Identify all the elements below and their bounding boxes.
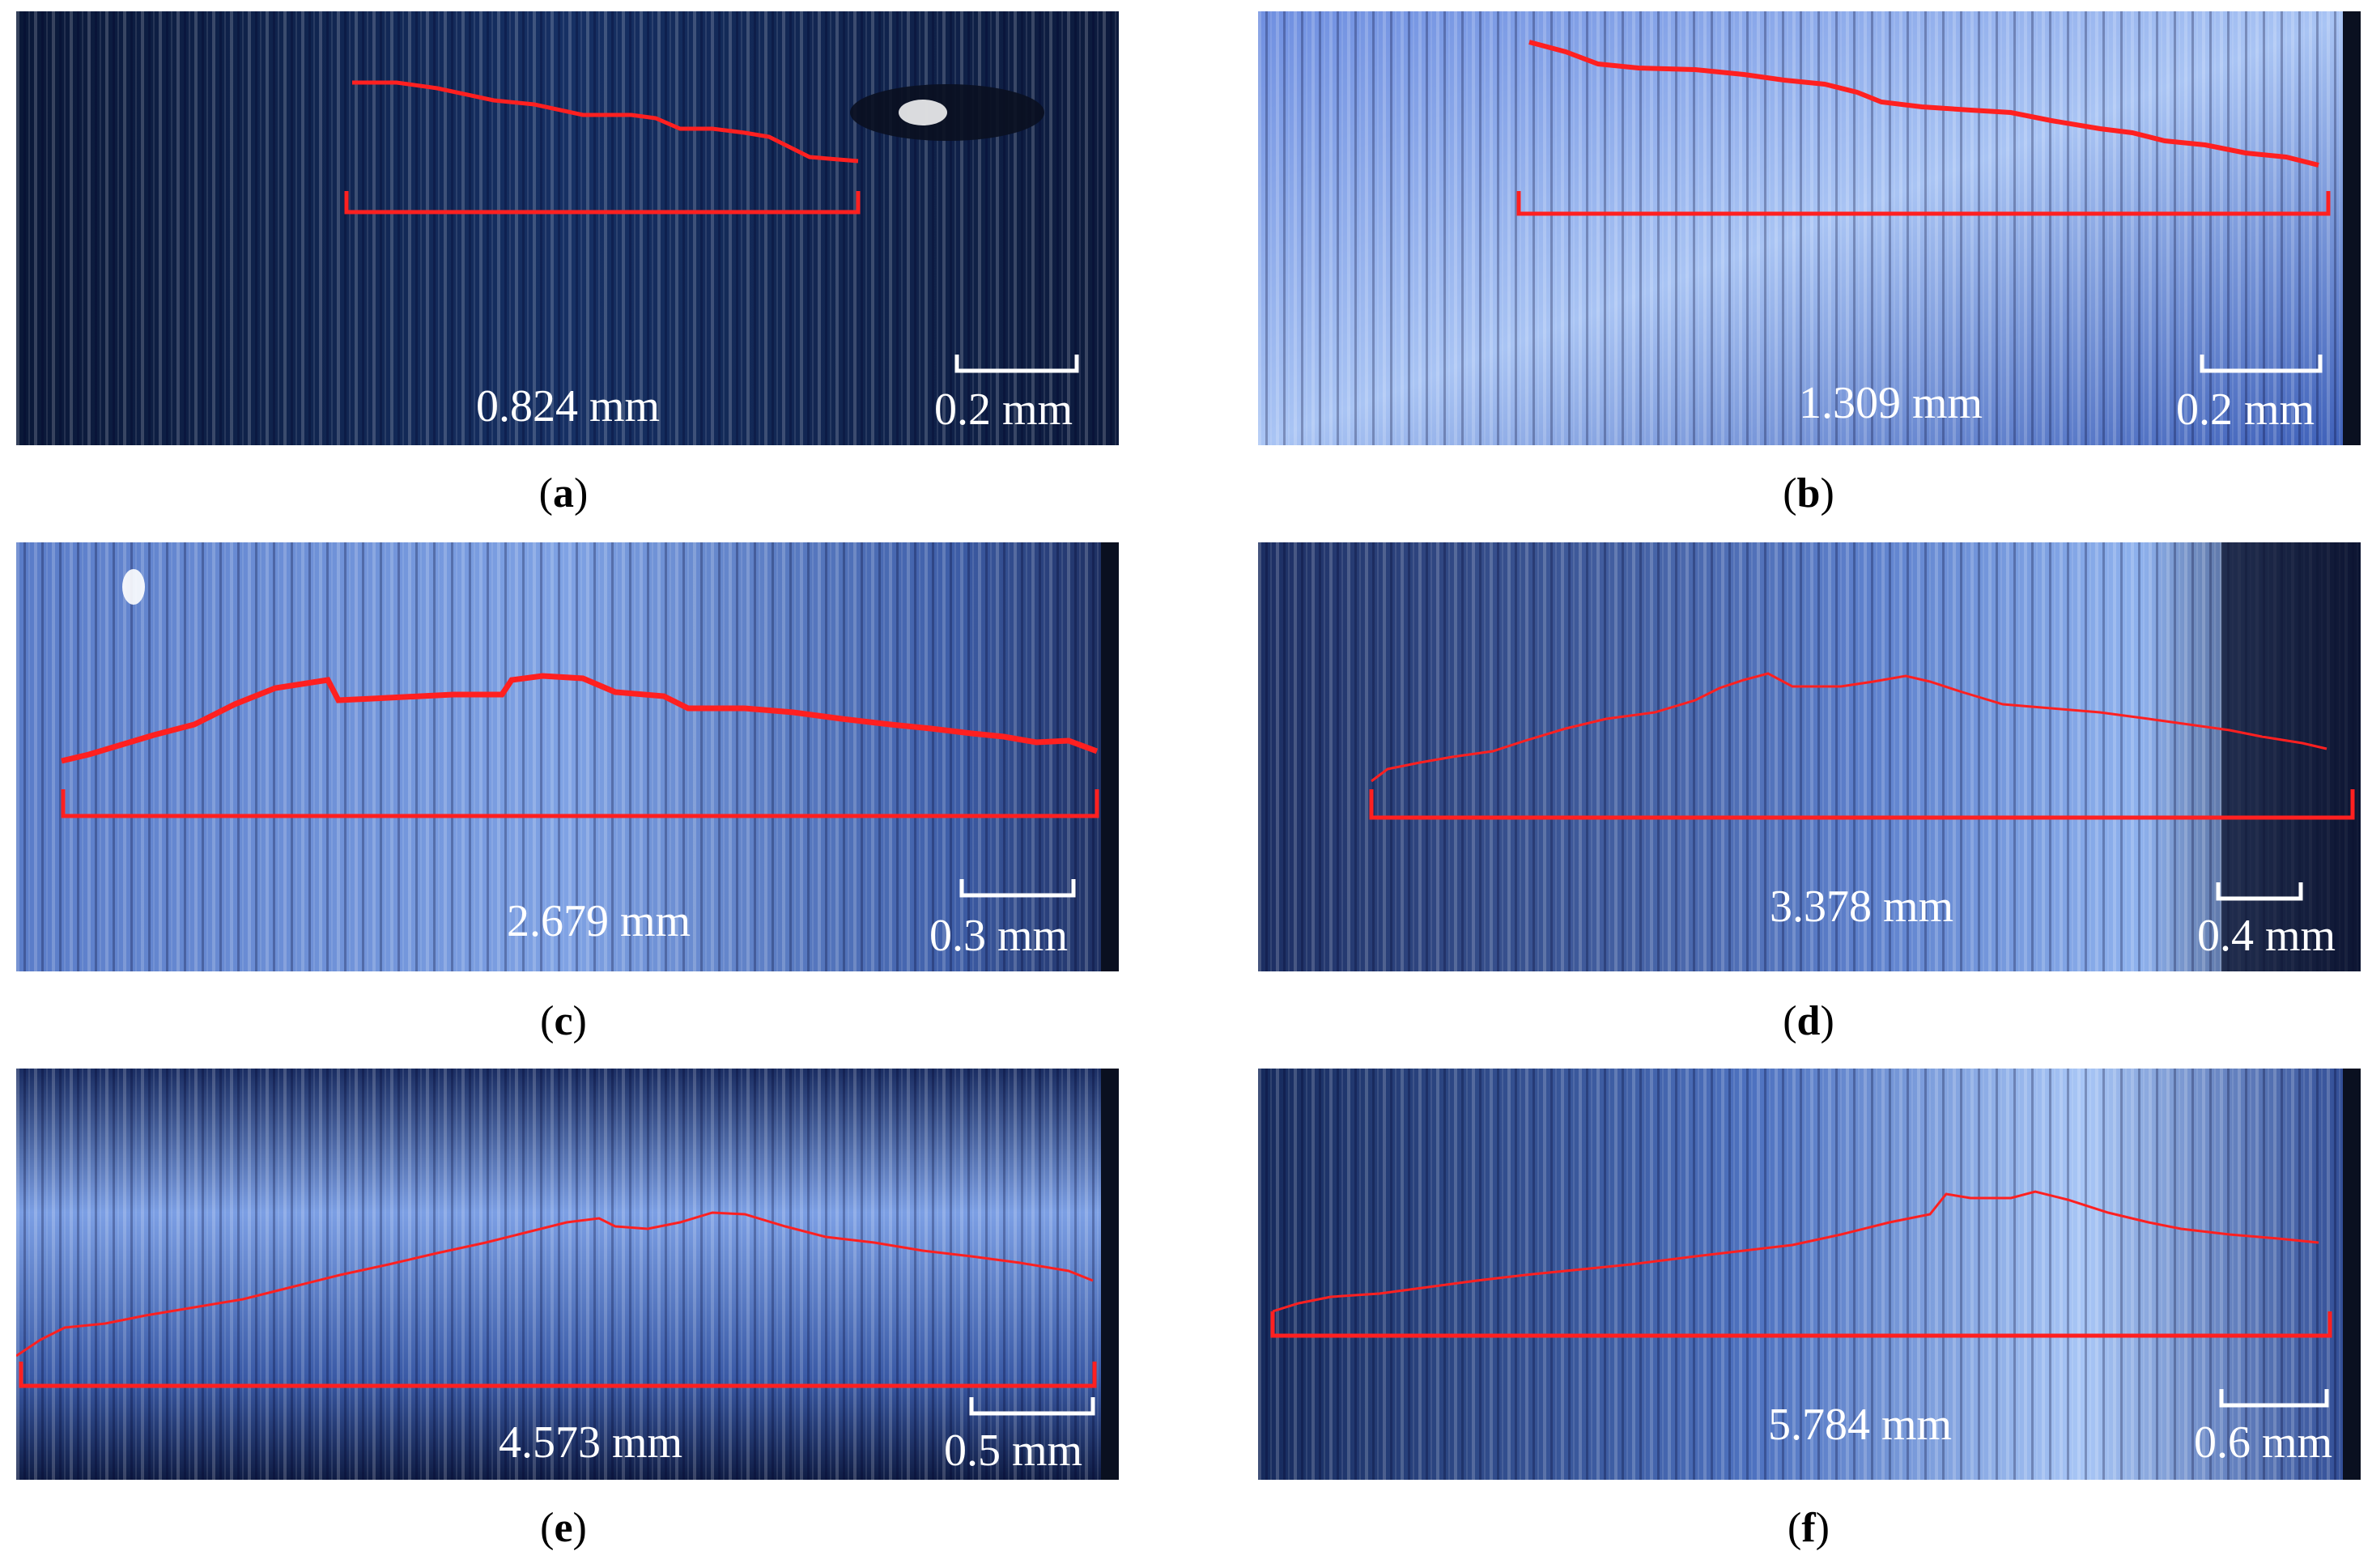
scale-bar-label-d: 0.4 mm xyxy=(2197,911,2336,961)
caption-e: (e) xyxy=(540,1505,587,1551)
crack-micrograph-c xyxy=(16,542,1119,971)
crack-trace-a xyxy=(352,80,859,164)
crack-length-label-e: 4.573 mm xyxy=(499,1417,683,1468)
crack-trace-e xyxy=(16,1211,1094,1358)
crack-length-bracket-c xyxy=(61,789,1099,818)
crack-micrograph-a xyxy=(16,11,1119,445)
crack-trace-d xyxy=(1371,672,2327,783)
crack-trace-c xyxy=(61,673,1099,764)
scale-bar-a xyxy=(954,355,1079,373)
scale-bar-e xyxy=(969,1397,1095,1416)
crack-length-bracket-f xyxy=(1270,1311,2332,1338)
crack-length-label-a: 0.824 mm xyxy=(476,381,661,431)
crack-micrograph-b xyxy=(1258,11,2361,445)
crack-trace-f xyxy=(1272,1190,2319,1313)
scale-bar-label-b: 0.2 mm xyxy=(2176,385,2315,435)
crack-trace-b xyxy=(1528,40,2319,168)
scale-bar-c xyxy=(959,879,1076,898)
scale-bar-d xyxy=(2216,882,2303,901)
scale-bar-label-f: 0.6 mm xyxy=(2194,1417,2333,1468)
crack-length-label-c: 2.679 mm xyxy=(507,896,691,946)
scale-bar-label-c: 0.3 mm xyxy=(929,911,1069,961)
micrograph-panel-d: 3.378 mm 0.4 mm xyxy=(1258,542,2361,971)
crack-micrograph-e xyxy=(16,1069,1119,1480)
scale-bar-label-a: 0.2 mm xyxy=(934,385,1073,435)
micrograph-panel-e: 4.573 mm 0.5 mm xyxy=(16,1069,1119,1480)
micrograph-panel-f: 5.784 mm 0.6 mm xyxy=(1258,1069,2361,1480)
crack-length-bracket-e xyxy=(19,1362,1097,1388)
crack-length-label-d: 3.378 mm xyxy=(1770,882,1954,932)
scale-bar-b xyxy=(2200,355,2323,373)
crack-length-bracket-a xyxy=(344,191,861,215)
caption-c: (c) xyxy=(540,998,587,1044)
scale-bar-f xyxy=(2219,1389,2329,1408)
crack-micrograph-d xyxy=(1258,542,2361,971)
crack-length-label-f: 5.784 mm xyxy=(1768,1400,1953,1450)
caption-b: (b) xyxy=(1783,470,1834,516)
micrograph-panel-c: 2.679 mm 0.3 mm xyxy=(16,542,1119,971)
caption-a: (a) xyxy=(538,470,589,516)
caption-f: (f) xyxy=(1788,1505,1830,1551)
micrograph-panel-b: 1.309 mm 0.2 mm xyxy=(1258,11,2361,445)
crack-length-label-b: 1.309 mm xyxy=(1799,378,1983,428)
caption-d: (d) xyxy=(1783,998,1834,1044)
crack-length-bracket-d xyxy=(1369,789,2355,820)
crack-micrograph-f xyxy=(1258,1069,2361,1480)
crack-length-bracket-b xyxy=(1516,191,2331,216)
scale-bar-label-e: 0.5 mm xyxy=(944,1426,1083,1476)
micrograph-panel-a: 0.824 mm 0.2 mm xyxy=(16,11,1119,445)
